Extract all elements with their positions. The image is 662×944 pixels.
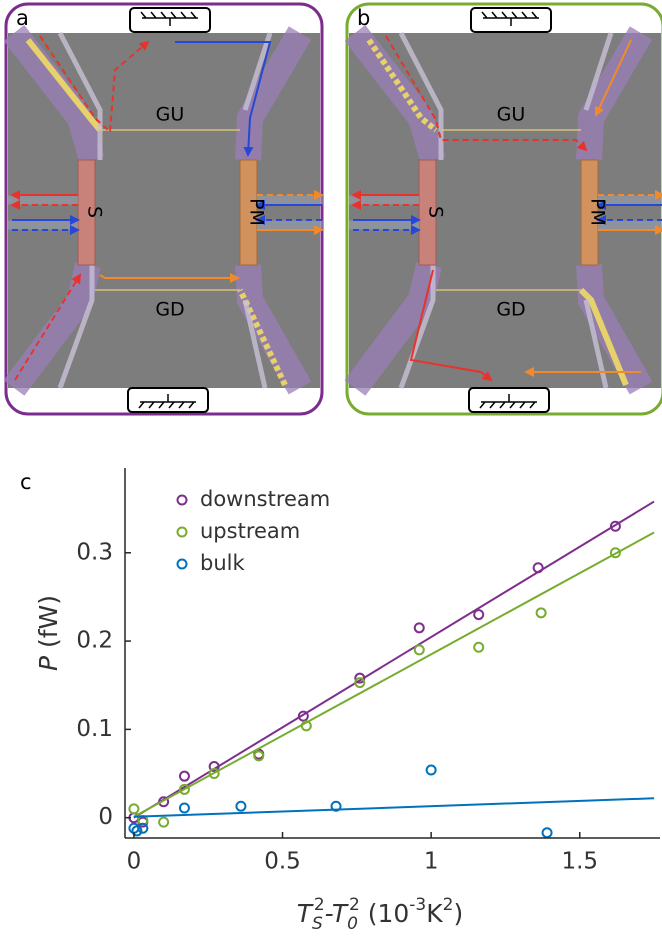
- data-point: [415, 623, 424, 632]
- gate-label: GU: [156, 104, 185, 126]
- data-point: [427, 766, 436, 775]
- y-tick-label: 0.2: [76, 628, 113, 654]
- legend-label: bulk: [200, 551, 245, 575]
- x-label-part: 0: [347, 914, 358, 934]
- x-label-part: 2: [443, 895, 454, 915]
- contact-label: PM: [246, 198, 268, 226]
- data-point: [543, 828, 552, 837]
- y-tick-label: 0: [98, 804, 113, 830]
- legend-marker: [178, 560, 187, 569]
- x-label-part: K: [426, 899, 443, 928]
- panel-a: a GU GD S PM: [6, 4, 324, 414]
- x-tick-label: 0.5: [264, 849, 301, 875]
- data-point: [415, 645, 424, 654]
- contact-label: PM: [587, 198, 609, 226]
- panel-label: a: [16, 6, 29, 30]
- panel-label: c: [20, 470, 32, 494]
- figure: a GU GD S PM b GU GD S PM c 0 0.1 0.2 0.3 0 0.5 1 1.5 P (…: [0, 0, 662, 944]
- fit-line: [134, 532, 654, 816]
- x-tick-label: 0: [127, 849, 142, 875]
- fit-line: [134, 798, 654, 817]
- gate-label: GU: [497, 104, 526, 126]
- legend-marker: [178, 496, 187, 505]
- x-label-part: ): [453, 899, 463, 928]
- y-axis-label: P (fW): [34, 595, 63, 671]
- data-point: [474, 643, 483, 652]
- contact-label: S: [425, 206, 447, 218]
- data-point: [180, 772, 189, 781]
- legend-label: downstream: [200, 487, 330, 511]
- panel-b: b GU GD S PM: [347, 4, 662, 414]
- x-axis-label: TS2-T02 (10-3K2): [297, 895, 464, 934]
- x-label-part: 2: [349, 895, 360, 915]
- x-label-part: (10: [360, 899, 410, 928]
- data-point: [180, 803, 189, 812]
- contact-label: S: [84, 206, 106, 218]
- legend-marker: [178, 528, 187, 537]
- x-label-part: -3: [409, 895, 426, 915]
- y-label-part: (fW): [34, 595, 63, 656]
- page: a GU GD S PM b GU GD S PM c 0 0.1 0.2 0.3 0 0.5 1 1.5 P (…: [0, 0, 662, 944]
- gate-label: GD: [496, 299, 525, 321]
- data-point: [236, 802, 245, 811]
- gate-label: GD: [155, 299, 184, 321]
- x-label-part: S: [312, 914, 323, 934]
- y-tick-label: 0.3: [76, 539, 113, 565]
- panel-label: b: [357, 6, 370, 30]
- y-tick-label: 0.1: [76, 716, 113, 742]
- x-tick-label: 1: [424, 849, 439, 875]
- y-label-part: P: [34, 655, 63, 671]
- x-tick-label: 1.5: [561, 849, 598, 875]
- x-label-part: 2: [314, 895, 325, 915]
- data-point: [537, 608, 546, 617]
- data-point: [129, 804, 138, 813]
- data-point: [474, 610, 483, 619]
- legend-label: upstream: [200, 519, 300, 543]
- data-point: [159, 818, 168, 827]
- x-label-part: -T: [325, 899, 349, 928]
